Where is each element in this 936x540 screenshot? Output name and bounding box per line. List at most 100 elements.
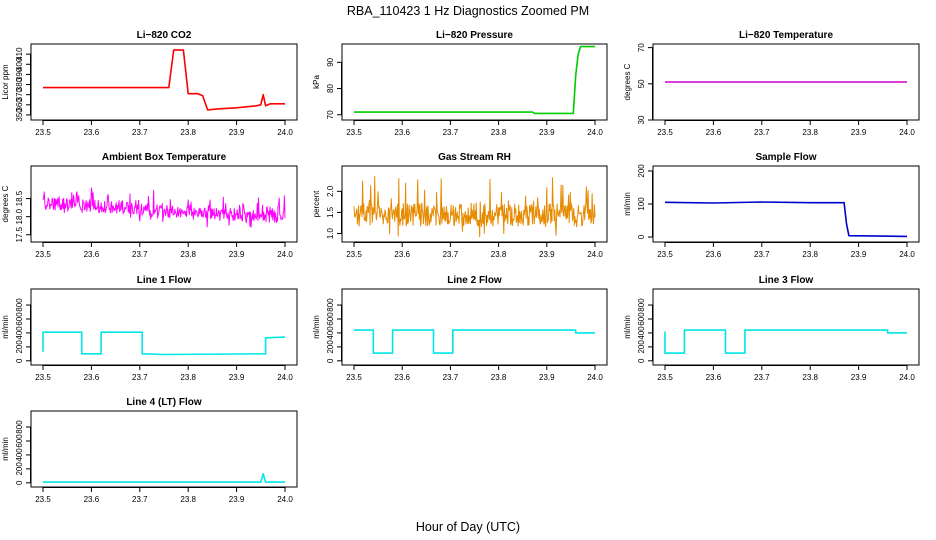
y-tick-label: 200 [637,164,646,178]
x-tick-label: 23.7 [754,250,770,259]
plot-frame [30,43,298,121]
y-tick-label: 18.0 [15,208,24,224]
panel-title: Line 3 Flow [759,275,814,286]
y-axis-label: percent [312,190,321,217]
panel-3: Li−820 Temperature degrees C 23.5 23.6 23.7 2… [623,30,920,137]
y-axis-label: ml/min [1,437,10,461]
x-tick-label: 23.9 [229,128,245,137]
x-tick-label: 23.7 [443,373,459,382]
x-tick-label: 23.8 [802,250,818,259]
y-tick-label: 410 [15,47,24,61]
y-tick-label: 80 [326,84,335,93]
series-line [664,201,908,238]
panel-title: Line 1 Flow [137,275,192,286]
y-tick-label: 50 [637,79,646,88]
y-tick-label: 30 [637,115,646,124]
series-line [354,45,595,115]
x-tick-label: 23.8 [491,373,507,382]
plot-frame [341,165,608,243]
y-tick-label: 1.5 [326,206,335,218]
series-line [353,175,596,238]
y-tick-label: 800 [637,298,646,312]
y-tick-label: 400 [326,326,335,340]
x-tick-label: 23.9 [539,373,555,382]
y-axis-label: degrees C [1,185,10,222]
y-tick-label: 400 [15,326,24,340]
x-tick-label: 23.6 [84,373,100,382]
y-tick-label: 0 [637,234,646,239]
panel-title: Line 4 (LT) Flow [126,397,202,408]
panel-title: Li−820 CO2 [137,30,192,41]
x-tick-label: 23.7 [132,373,148,382]
x-tick-label: 23.5 [35,250,51,259]
y-tick-label: 100 [637,197,646,211]
y-tick-label: 0 [326,358,335,363]
x-tick-label: 23.5 [346,128,362,137]
x-tick-label: 23.9 [851,373,867,382]
figure-xlabel: Hour of Day (UTC) [416,520,520,534]
x-tick-label: 24.0 [899,373,915,382]
series-line [664,329,907,354]
y-tick-label: 0 [637,358,646,363]
panel-title: Li−820 Temperature [739,30,833,41]
y-tick-label: 70 [326,110,335,119]
figure-title: RBA_110423 1 Hz Diagnostics Zoomed PM [347,4,589,18]
panel-5: Gas Stream RH percent 23.5 23.6 23.7 23.8 23.9… [312,152,608,259]
y-tick-label: 1.0 [326,227,335,239]
panel-8: Line 2 Flow ml/min 23.5 23.6 23.7 23.8 23.9 24.… [312,275,608,382]
plot-frame [30,410,298,488]
panel-4: Ambient Box Temperature degrees C 23.5 23.6… [1,152,298,259]
x-tick-label: 23.5 [35,128,51,137]
y-tick-label: 200 [15,462,24,476]
x-tick-label: 23.8 [180,128,196,137]
y-tick-label: 800 [15,420,24,434]
y-tick-label: 400 [637,326,646,340]
x-tick-label: 23.7 [132,495,148,504]
x-tick-label: 23.6 [394,128,410,137]
y-tick-label: 200 [15,340,24,354]
panel-9: Line 3 Flow ml/min 23.5 23.6 23.7 23.8 23.9 24.… [623,275,920,382]
y-axis-label: ml/min [623,192,632,216]
x-tick-label: 23.8 [802,128,818,137]
x-tick-label: 24.0 [899,128,915,137]
x-tick-label: 23.6 [394,250,410,259]
panel-6: Sample Flow ml/min 23.5 23.6 23.7 23.8 23.9 24.… [623,152,920,259]
x-tick-label: 24.0 [277,128,293,137]
x-tick-label: 23.7 [132,250,148,259]
x-tick-label: 23.8 [180,373,196,382]
panel-10: Line 4 (LT) Flow ml/min 23.5 23.6 23.7 23.8 23… [1,397,298,504]
plot-frame [341,43,608,121]
y-tick-label: 0 [15,358,24,363]
x-tick-label: 23.7 [443,250,459,259]
series-line [43,472,285,483]
y-axis-label: Licor ppm [1,64,10,99]
panels: Li−820 CO2 Licor ppm 23.5 23.6 23.7 23.8 23.9 2… [1,30,920,504]
x-tick-label: 24.0 [899,250,915,259]
y-tick-label: 400 [15,448,24,462]
y-tick-label: 380 [15,77,24,91]
y-tick-label: 2.0 [326,185,335,197]
x-tick-label: 24.0 [587,250,603,259]
x-tick-label: 23.6 [706,128,722,137]
y-tick-label: 390 [15,67,24,81]
x-tick-label: 24.0 [277,250,293,259]
plot-frame [652,288,920,366]
x-tick-label: 24.0 [277,495,293,504]
y-tick-label: 17.5 [15,226,24,242]
panel-2: Li−820 Pressure kPa 23.5 23.6 23.7 23.8 23.9 24… [312,30,608,137]
y-axis-label: kPa [312,75,321,89]
y-axis-label: ml/min [312,315,321,339]
x-tick-label: 23.8 [491,128,507,137]
y-tick-label: 350 [15,108,24,122]
y-tick-label: 360 [15,98,24,112]
x-tick-label: 23.6 [84,128,100,137]
y-tick-label: 200 [326,340,335,354]
panel-1: Li−820 CO2 Licor ppm 23.5 23.6 23.7 23.8 23.9 2… [1,30,298,137]
x-tick-label: 23.6 [84,250,100,259]
panel-title: Li−820 Pressure [436,30,513,41]
series-line [43,49,285,111]
x-tick-label: 23.6 [84,495,100,504]
x-tick-label: 23.5 [657,250,673,259]
series-line [42,331,286,356]
series-line [354,329,595,354]
